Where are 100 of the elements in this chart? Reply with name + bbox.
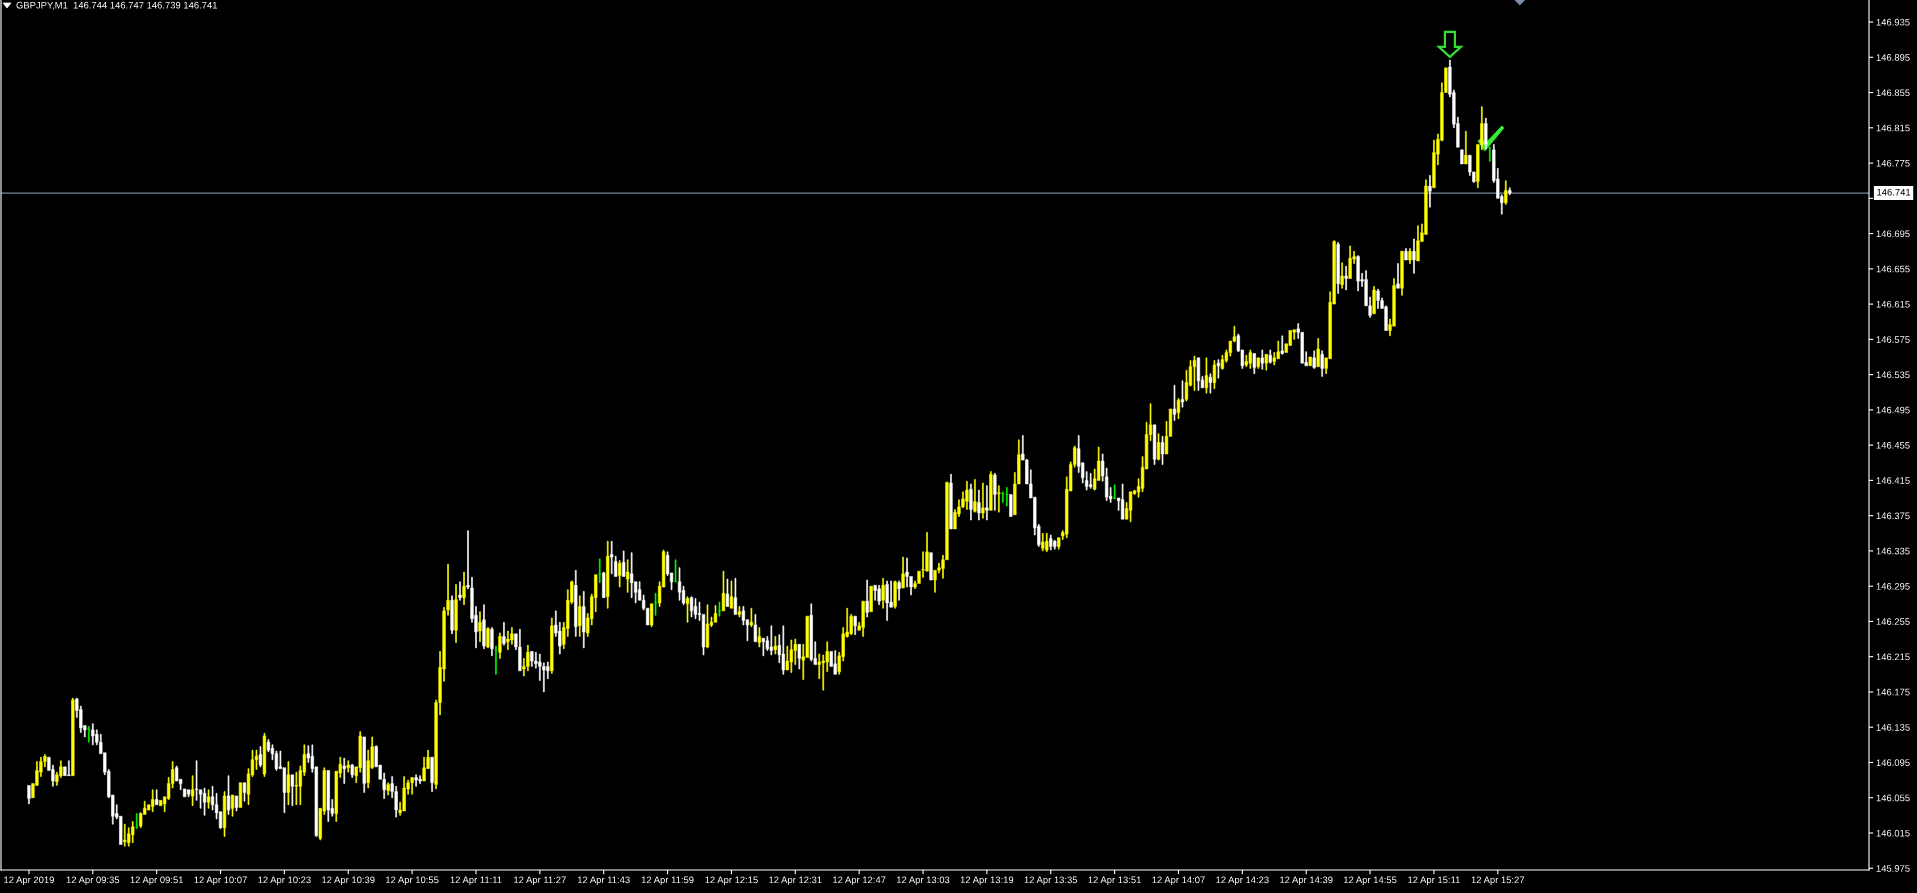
candlestick xyxy=(1256,357,1260,369)
x-tick-label: 12 Apr 09:51 xyxy=(130,876,183,886)
x-tick-label: 12 Apr 10:39 xyxy=(322,876,375,886)
x-tick-label: 12 Apr 14:07 xyxy=(1152,876,1205,886)
candlestick xyxy=(222,791,227,837)
candlestick xyxy=(1212,360,1217,390)
candlestick xyxy=(230,794,235,817)
candlestick xyxy=(781,625,785,675)
candlestick xyxy=(326,770,330,822)
candlestick xyxy=(653,592,658,616)
candlestick xyxy=(1372,286,1376,315)
candlestick xyxy=(606,540,610,609)
candlestick xyxy=(1089,473,1093,489)
candlestick xyxy=(418,775,422,784)
x-tick-label: 12 Apr 14:23 xyxy=(1216,876,1269,886)
candlestick xyxy=(610,540,614,575)
candlestick xyxy=(713,605,718,623)
candlestick xyxy=(362,736,366,793)
candlestick xyxy=(342,757,346,784)
candlestick xyxy=(1009,494,1013,517)
y-tick-label: 146.855 xyxy=(1876,89,1910,97)
candlestick xyxy=(578,595,582,637)
candlestick xyxy=(1348,245,1352,279)
candlestick xyxy=(1376,288,1380,309)
candlestick xyxy=(649,603,654,628)
candlestick xyxy=(234,795,239,812)
candlestick xyxy=(1340,262,1344,289)
candlestick xyxy=(861,600,865,637)
candlestick xyxy=(1192,355,1197,391)
x-tick-label: 12 Apr 13:03 xyxy=(896,876,950,886)
candlestick xyxy=(262,733,267,777)
x-tick-label: 12 Apr 14:55 xyxy=(1344,876,1397,886)
x-tick-label: 12 Apr 10:55 xyxy=(386,876,439,886)
candlestick xyxy=(574,569,578,637)
candlestick xyxy=(673,559,678,583)
candlestick xyxy=(753,614,758,643)
candlestick xyxy=(737,606,742,618)
chart-title: GBPJPY,M1 146.744 146.747 146.739 146.741 xyxy=(16,1,218,10)
candlestick xyxy=(286,761,291,806)
x-tick-label: 12 Apr 10:07 xyxy=(194,876,247,886)
candlestick xyxy=(685,596,690,623)
y-tick-label: 146.655 xyxy=(1876,265,1910,273)
candlestick xyxy=(733,577,738,615)
y-tick-label: 146.255 xyxy=(1876,618,1910,625)
candlestick xyxy=(901,556,905,589)
candlestick xyxy=(1128,491,1133,523)
candlestick xyxy=(530,651,534,667)
candlestick xyxy=(91,723,95,746)
candlestick xyxy=(1049,534,1053,551)
candlestick xyxy=(1112,484,1117,500)
y-tick-label: 146.935 xyxy=(1876,18,1910,26)
candlestick xyxy=(1412,238,1416,274)
candlestick xyxy=(993,473,997,511)
x-tick-label: 12 Apr 13:19 xyxy=(960,876,1014,886)
candlestick xyxy=(717,601,722,617)
candlestick xyxy=(1484,117,1488,150)
candlestick xyxy=(769,625,773,656)
candlestick xyxy=(131,821,135,843)
candlestick xyxy=(386,782,390,796)
x-tick-label: 12 Apr 11:11 xyxy=(450,876,502,886)
candlestick xyxy=(87,726,91,743)
candlestick xyxy=(454,584,458,643)
x-tick-label: 12 Apr 11:27 xyxy=(514,876,566,886)
x-tick-label: 12 Apr 13:35 xyxy=(1024,876,1078,886)
candlestick xyxy=(430,756,434,792)
y-tick-label: 146.455 xyxy=(1876,441,1910,449)
candlestick xyxy=(190,775,195,806)
candlestick xyxy=(1308,356,1312,367)
x-tick-label: 12 Apr 13:51 xyxy=(1088,876,1141,886)
candlestick xyxy=(202,787,207,816)
candlestick xyxy=(135,813,139,829)
y-tick-label: 146.215 xyxy=(1876,653,1910,661)
candlestick xyxy=(290,774,294,806)
candlestick xyxy=(725,578,730,607)
candlestick xyxy=(989,471,993,511)
candlestick xyxy=(1356,255,1360,292)
candlestick xyxy=(721,570,726,612)
candlestick xyxy=(1460,149,1464,165)
y-tick-label: 146.495 xyxy=(1876,406,1910,414)
y-tick-label: 146.055 xyxy=(1876,794,1910,802)
candlestick xyxy=(677,567,682,601)
candlestick xyxy=(797,644,801,670)
candlestick xyxy=(1504,180,1508,205)
y-tick-label: 146.335 xyxy=(1876,547,1910,555)
candlestick xyxy=(869,585,873,613)
candlestick xyxy=(1156,433,1161,461)
candlestick xyxy=(885,580,889,621)
candlestick xyxy=(582,591,586,649)
candlestick xyxy=(622,550,626,577)
y-tick-label: 146.775 xyxy=(1876,159,1910,167)
candlestick xyxy=(1005,487,1009,507)
candlestick xyxy=(1180,380,1185,408)
candlestick xyxy=(693,598,698,620)
candlestick xyxy=(242,782,247,802)
candlestick xyxy=(893,580,897,609)
candlestick xyxy=(1045,532,1049,553)
candlestick xyxy=(186,789,191,798)
candlestick xyxy=(1152,424,1157,465)
candlestick xyxy=(1508,187,1512,196)
candlestick xyxy=(226,775,231,815)
